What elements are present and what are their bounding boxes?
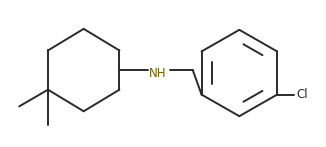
Text: NH: NH bbox=[149, 66, 167, 80]
Text: Cl: Cl bbox=[296, 88, 308, 101]
